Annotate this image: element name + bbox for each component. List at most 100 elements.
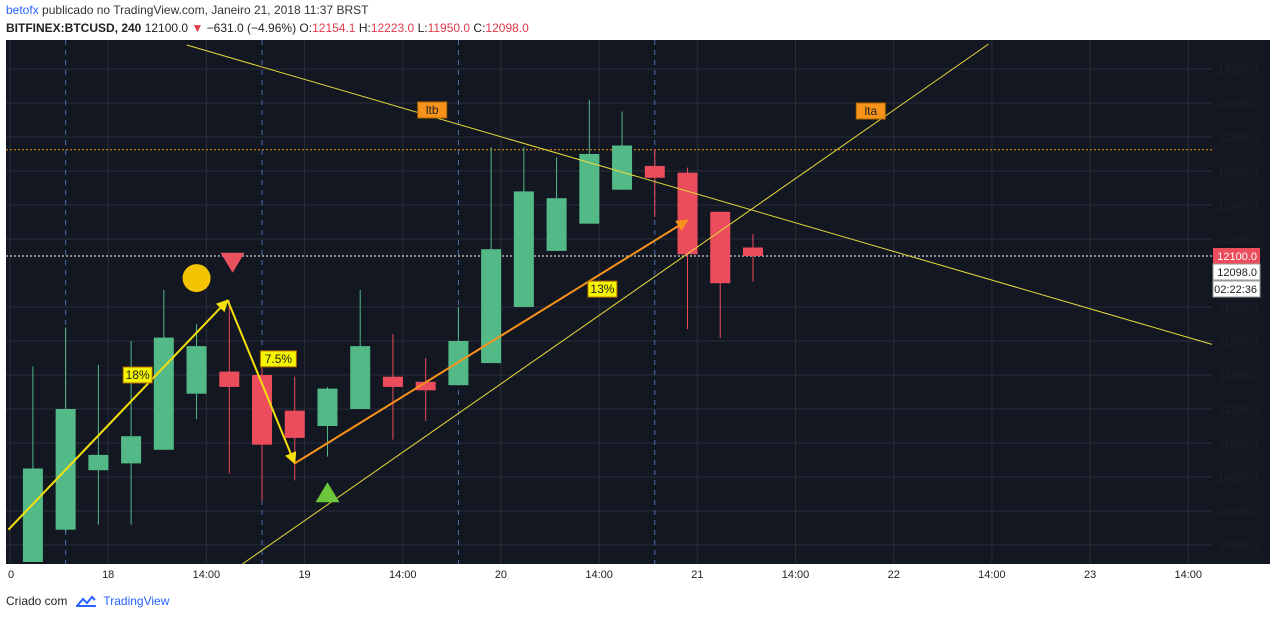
time-axis: 0 18 14:00 19 14:00 20 14:00 21 14:00 22 14:00 23 14… [8, 569, 1202, 581]
plot-background [6, 40, 1212, 564]
high-label: H: [358, 21, 371, 35]
candle-body [481, 249, 502, 364]
author-link[interactable]: betofx [6, 3, 39, 17]
candle-body [415, 381, 436, 391]
candle-body [350, 346, 371, 409]
open-label: O: [299, 21, 313, 35]
close-label: C: [473, 21, 486, 35]
price-tick: 12200.0 [1218, 234, 1258, 246]
horizontal-levels [6, 149, 1212, 257]
time-tick: 14:00 [978, 569, 1006, 581]
candle-body [121, 436, 142, 464]
candle-body [742, 247, 763, 256]
lta-label-box [855, 102, 886, 120]
published-text: publicado no TradingView.com, Janeiro 21… [42, 3, 369, 17]
time-tick: 14:00 [193, 569, 221, 581]
candle-body [186, 346, 207, 394]
price-tick: 10800.0 [1218, 472, 1258, 484]
symbol-name: BITFINEX:BTCUSD, 240 [6, 21, 142, 35]
last-price-badge [1213, 248, 1260, 264]
price-axis: 13200.0 13000.0 12800.0 12600.0 12400.0 12200… [1218, 64, 1258, 552]
time-scale[interactable] [6, 564, 1212, 582]
last-price: 12100.0 [144, 21, 189, 35]
ltb-label: ltb [426, 103, 439, 117]
close-price-badge [1212, 263, 1261, 281]
time-tick: 21 [691, 569, 703, 581]
price-tick: 12600.0 [1218, 166, 1258, 178]
time-tick: 14:00 [389, 569, 417, 581]
drawings: ltb lta 18% 7.5% 13% [7, 43, 1213, 565]
candle-body [546, 198, 567, 251]
footer: Criado com TradingView [6, 594, 169, 608]
price-labels: 12100.0 12098.0 02:22:36 [1212, 248, 1261, 298]
time-tick: 19 [298, 569, 310, 581]
candle-body [644, 165, 665, 178]
last-price-badge-text: 12100.0 [1217, 251, 1257, 263]
candle-body [612, 145, 633, 190]
pct-75-label: 7.5% [265, 352, 293, 366]
price-tick: 13200.0 [1218, 64, 1258, 76]
high-value: 12223.0 [370, 21, 415, 35]
price-change: −631.0 (−4.96%) [206, 21, 297, 35]
price-tick: 10400.0 [1218, 540, 1258, 552]
lta-trendline [242, 43, 989, 565]
time-tick: 14:00 [585, 569, 613, 581]
price-scale[interactable] [1212, 40, 1270, 564]
pct-18-label-box [122, 366, 153, 384]
time-tick: 0 [8, 569, 14, 581]
pct-13-label: 13% [590, 282, 614, 296]
pct-75-label-box [259, 350, 297, 368]
ltb-label-box [417, 101, 448, 119]
candle-body [219, 371, 240, 387]
grid-lines [6, 40, 1212, 564]
time-tick: 14:00 [1175, 569, 1203, 581]
price-tick: 10600.0 [1218, 506, 1258, 518]
candle-body [579, 154, 600, 224]
sun-circle-icon [182, 264, 211, 293]
candle-body [284, 410, 305, 438]
buy-triangle-icon [315, 482, 340, 503]
pct-13-label-box [587, 280, 618, 298]
candle-body [677, 172, 698, 255]
price-tick: 12400.0 [1218, 200, 1258, 212]
created-with-text: Criado com [6, 594, 68, 608]
low-label: L: [417, 21, 428, 35]
pct-18-label: 18% [126, 368, 150, 382]
swing-up-arrow [7, 299, 229, 531]
sell-triangle-icon [220, 252, 245, 273]
day-separators [65, 40, 656, 564]
swing-down-arrow [226, 299, 297, 465]
time-tick: 23 [1084, 569, 1096, 581]
candle-body [88, 454, 109, 471]
price-tick: 13000.0 [1218, 98, 1258, 110]
candle-body [513, 191, 534, 307]
price-tick: 11000.0 [1219, 438, 1258, 450]
candle-body [710, 211, 731, 284]
countdown-badge-text: 02:22:36 [1214, 284, 1257, 296]
candle-body [22, 468, 43, 562]
rally-arrow [294, 219, 689, 465]
down-arrow-icon: ▼ [191, 21, 204, 35]
price-tick: 11200.0 [1219, 404, 1258, 416]
ltb-trendline [186, 44, 1213, 345]
low-value: 11950.0 [427, 21, 471, 35]
candle-body [153, 337, 174, 450]
price-tick: 12800.0 [1218, 132, 1258, 144]
candle-body [382, 376, 403, 387]
publish-info: betofx publicado no TradingView.com, Jan… [6, 3, 368, 17]
tradingview-link[interactable]: TradingView [103, 594, 170, 608]
open-value: 12154.1 [312, 21, 356, 35]
countdown-badge [1212, 280, 1261, 298]
time-tick: 20 [495, 569, 507, 581]
close-price-badge-text: 12098.0 [1217, 267, 1257, 279]
symbol-info-bar: BITFINEX:BTCUSD, 240 12100.0 ▼ −631.0 (−… [6, 21, 529, 35]
time-tick: 22 [888, 569, 900, 581]
tradingview-cloud-icon [76, 595, 97, 607]
price-tick: 11800.0 [1219, 302, 1258, 314]
close-value: 12098.0 [485, 21, 529, 35]
time-tick: 18 [102, 569, 114, 581]
price-tick: 11600.0 [1219, 336, 1258, 348]
price-tick: 11400.0 [1219, 370, 1258, 382]
lta-label: lta [864, 104, 877, 118]
